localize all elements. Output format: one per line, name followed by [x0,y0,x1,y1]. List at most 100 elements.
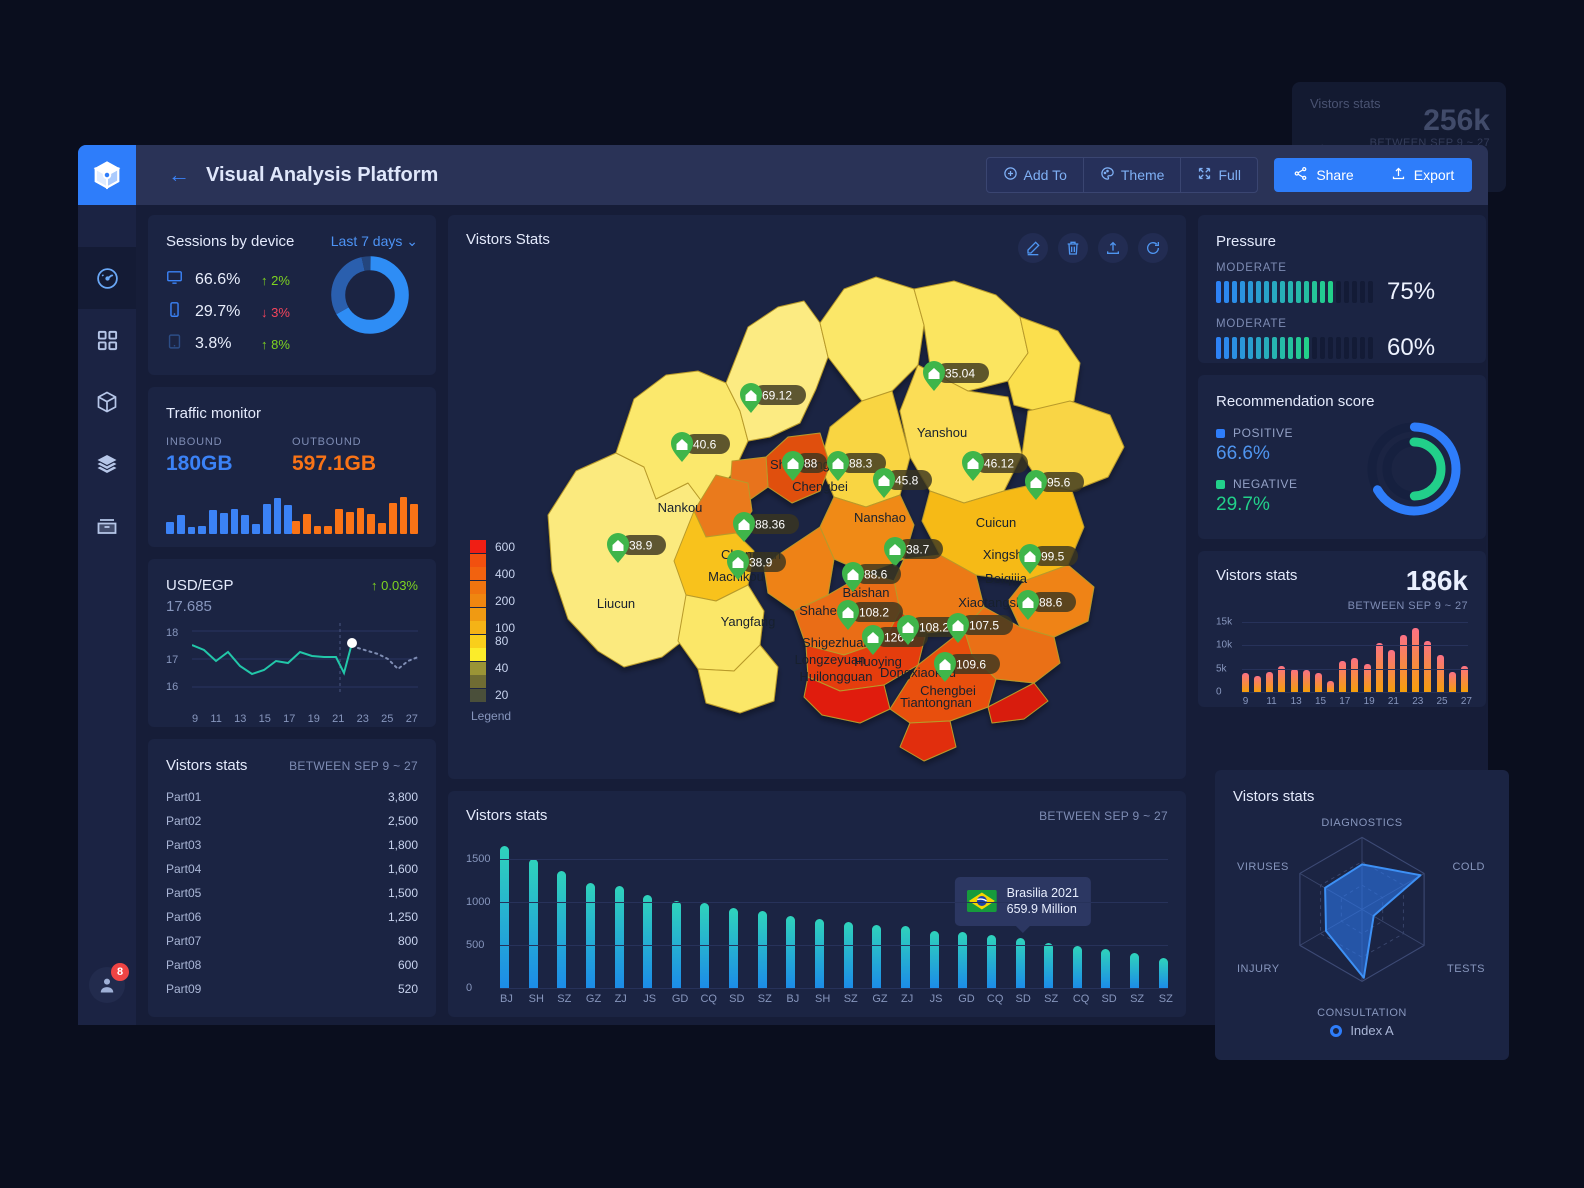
bar[interactable] [1412,628,1420,692]
bar[interactable] [614,886,624,988]
radar-legend[interactable]: Index A [1233,1023,1491,1038]
export-button[interactable]: Export [1373,158,1472,192]
bar[interactable] [1314,673,1322,692]
bar-column[interactable] [900,838,910,988]
map-pin[interactable]: 40.6 [671,432,730,462]
edit-map-button[interactable] [1018,233,1048,263]
bar[interactable] [729,907,739,988]
bar[interactable] [1448,671,1456,692]
bar[interactable] [786,916,796,988]
map-pin[interactable]: 35.04 [923,361,989,391]
bar[interactable] [1460,665,1468,692]
theme-button[interactable]: Theme [1084,158,1182,192]
sidebar-item-dashboard[interactable] [78,247,136,309]
bar[interactable] [500,845,509,988]
bar-column[interactable] [843,838,853,988]
map-pin[interactable]: 38.9 [727,550,786,580]
bar-column[interactable] [500,838,509,988]
map-pin[interactable]: 88 [782,450,827,481]
bar-column[interactable] [815,838,825,988]
user-avatar[interactable]: 8 [89,963,129,1003]
bar[interactable] [929,931,939,988]
bar-column[interactable] [958,838,968,988]
map-pin[interactable]: 46.12 [962,451,1028,481]
bar-column[interactable] [585,838,595,988]
map-pin[interactable]: 88.36 [733,512,799,542]
sidebar-item-apps[interactable] [78,309,136,371]
bar[interactable] [958,932,968,988]
bar-column[interactable] [872,838,882,988]
bar[interactable] [757,910,767,988]
bar[interactable] [872,924,882,988]
bar-column[interactable] [786,838,796,988]
bar[interactable] [1339,660,1347,692]
bar[interactable] [1015,938,1025,988]
bar-column[interactable] [1044,838,1054,988]
bar[interactable] [900,926,910,988]
bar[interactable] [1242,672,1249,692]
bar[interactable] [528,858,538,988]
bar-column[interactable] [557,838,567,988]
bar-column[interactable] [929,838,939,988]
bar-column[interactable] [1130,838,1140,988]
bar[interactable] [1158,958,1168,988]
bar[interactable] [1290,669,1298,692]
bar[interactable] [1424,640,1432,692]
bar[interactable] [671,900,681,988]
refresh-map-button[interactable] [1138,233,1168,263]
upload-map-button[interactable] [1098,233,1128,263]
bar[interactable] [1266,671,1274,692]
map-pin[interactable]: 38.9 [607,533,666,563]
bar[interactable] [1363,664,1371,692]
bar[interactable] [843,922,853,988]
map-pin[interactable]: 109.6 [934,652,1000,682]
sidebar-item-models[interactable] [78,371,136,433]
bar-column[interactable] [1101,838,1111,988]
bar-column[interactable] [643,838,653,988]
map-pin[interactable]: 45.8 [873,468,932,498]
sidebar-item-layers[interactable] [78,433,136,495]
bar[interactable] [1254,675,1262,692]
bar[interactable] [643,895,653,988]
map-pin[interactable]: 108.2 [837,600,903,630]
bar-column[interactable] [986,838,996,988]
bar-column[interactable] [729,838,739,988]
bar[interactable] [1436,655,1444,692]
delete-map-button[interactable] [1058,233,1088,263]
bar[interactable] [815,919,825,988]
bar-column[interactable] [614,838,624,988]
bar[interactable] [1375,643,1383,692]
share-button[interactable]: Share [1274,158,1373,192]
bar[interactable] [1302,669,1310,692]
bar[interactable] [1387,650,1395,692]
map-pin[interactable]: 38.7 [884,537,943,567]
bar[interactable] [557,871,567,988]
map-pin[interactable]: 88.3 [827,451,886,481]
bar-column[interactable] [671,838,681,988]
map-pin[interactable]: 88.6 [842,562,901,592]
map-pin[interactable]: 107.5 [947,613,1013,643]
map-pin[interactable]: 69.12 [740,383,806,413]
cube-logo-icon[interactable] [78,145,136,205]
bar[interactable] [1351,657,1359,692]
bar-column[interactable] [757,838,767,988]
bar-column[interactable] [1158,838,1168,988]
date-range-select[interactable]: Last 7 days ⌄ [331,233,418,250]
map-pin[interactable]: 88.6 [1017,590,1076,620]
arrow-left-icon[interactable]: ← [168,162,190,187]
bar[interactable] [1400,634,1408,692]
sidebar-item-archive[interactable] [78,495,136,557]
bar-column[interactable] [1072,838,1082,988]
bar[interactable] [1044,943,1054,988]
bar-column[interactable] [1015,838,1025,988]
bar[interactable] [585,883,595,988]
bar-column[interactable] [700,838,710,988]
bar[interactable] [1130,952,1140,988]
map-pin[interactable]: 95.6 [1025,470,1084,500]
bar[interactable] [986,935,996,988]
map-pin[interactable]: 99.5 [1019,544,1078,574]
bar[interactable] [1278,665,1286,692]
full-button[interactable]: Full [1181,158,1257,192]
bar[interactable] [1101,949,1111,988]
bar[interactable] [1327,680,1335,692]
